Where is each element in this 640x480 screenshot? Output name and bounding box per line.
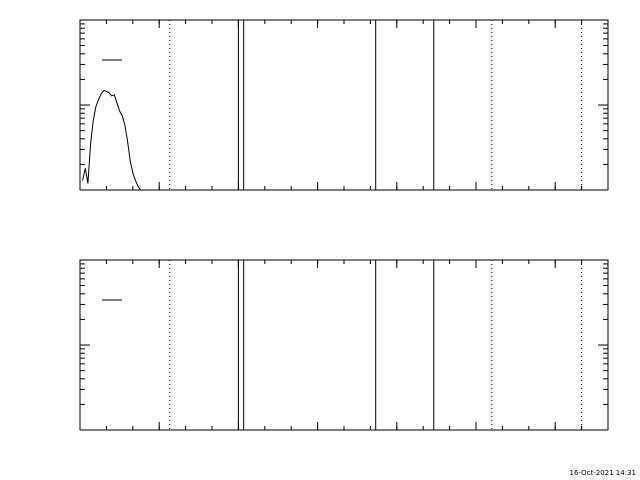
data-point <box>98 99 99 101</box>
data-point <box>95 106 97 108</box>
data-point <box>111 95 113 97</box>
data-point <box>82 179 84 181</box>
data-point <box>121 115 123 117</box>
data-point <box>124 124 126 126</box>
footer-timestamp: 16-Oct-2021 14:31 <box>570 469 636 477</box>
data-point <box>106 90 107 92</box>
series-line <box>82 89 142 191</box>
data-point <box>103 90 105 91</box>
data-point <box>84 167 86 169</box>
data-point <box>113 94 115 96</box>
data-point <box>92 120 94 122</box>
data-point <box>100 93 102 95</box>
data-point <box>140 189 142 191</box>
panel-hi <box>79 259 609 431</box>
data-point <box>127 140 128 142</box>
data-point <box>135 179 136 181</box>
panel-lo <box>79 19 609 191</box>
data-point <box>137 186 139 187</box>
data-point <box>119 110 120 112</box>
data-point <box>90 143 91 145</box>
data-point <box>108 92 110 93</box>
data-point <box>87 182 89 184</box>
data-point <box>129 160 131 162</box>
data-point <box>116 102 118 104</box>
plot-frame <box>79 19 609 191</box>
plot-frame <box>79 259 609 431</box>
data-point <box>132 172 134 174</box>
